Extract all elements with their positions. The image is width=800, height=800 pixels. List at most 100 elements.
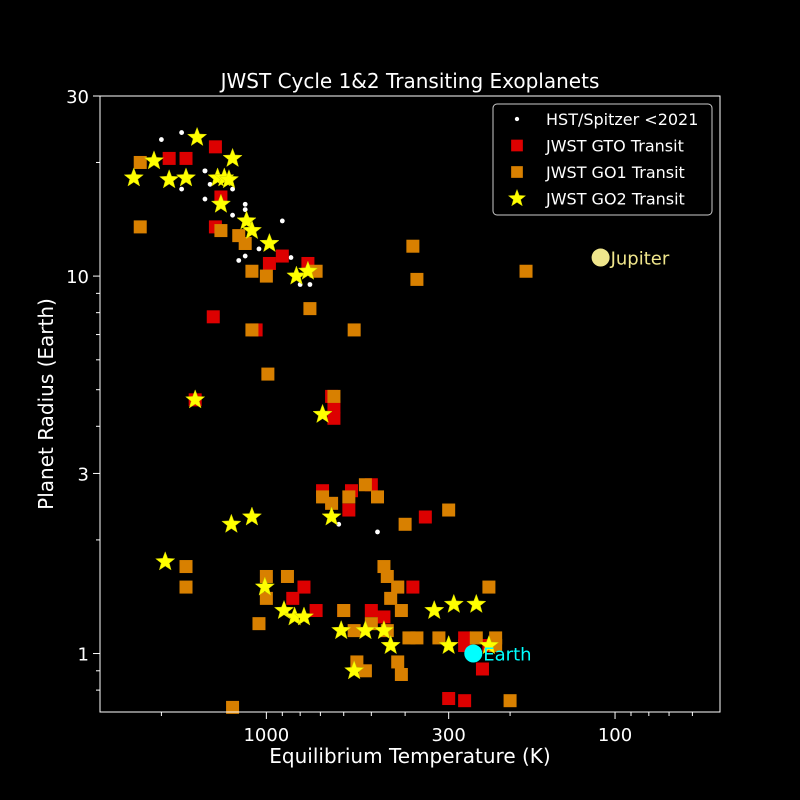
data-point <box>185 389 206 409</box>
data-point <box>443 593 464 614</box>
data-point <box>469 631 483 645</box>
data-point <box>384 591 398 605</box>
data-point <box>331 619 352 640</box>
data-point <box>259 232 280 253</box>
plot-area <box>123 126 533 714</box>
data-point <box>410 272 424 286</box>
y-tick-label: 30 <box>66 87 89 108</box>
series-3 <box>133 155 533 714</box>
data-point <box>208 140 222 154</box>
data-point <box>259 269 273 283</box>
data-point <box>342 490 356 504</box>
x-tick-label: 100 <box>598 725 632 746</box>
data-point <box>364 617 378 631</box>
data-point <box>432 631 446 645</box>
data-point <box>371 490 385 504</box>
data-point <box>179 560 193 574</box>
data-point <box>377 610 391 624</box>
data-point <box>252 617 266 631</box>
data-point <box>466 593 487 614</box>
y-tick-label: 10 <box>66 267 89 288</box>
data-point <box>230 212 235 218</box>
data-point <box>210 193 232 213</box>
data-point <box>375 529 380 535</box>
data-point <box>236 210 257 230</box>
data-point <box>377 560 391 574</box>
data-point <box>238 236 252 250</box>
data-point <box>327 389 341 403</box>
data-point <box>327 411 341 425</box>
data-point <box>241 506 263 526</box>
series-4 <box>123 126 500 680</box>
data-point <box>222 147 243 168</box>
data-point <box>307 282 313 287</box>
data-point <box>221 513 242 533</box>
data-point <box>458 694 472 708</box>
data-point <box>364 604 378 618</box>
data-point <box>519 264 533 278</box>
data-point <box>343 660 365 680</box>
data-point <box>226 700 240 714</box>
data-point <box>123 167 144 187</box>
data-point <box>380 634 401 655</box>
data-point <box>406 239 420 253</box>
data-point <box>158 137 164 142</box>
data-point <box>214 224 228 238</box>
y-tick-label: 1 <box>78 645 89 666</box>
data-point <box>133 220 147 234</box>
x-axis-label: Equilibrium Temperature (K) <box>269 744 550 768</box>
plot-frame <box>99 95 721 713</box>
data-point <box>218 169 240 189</box>
data-point <box>337 604 351 618</box>
data-point <box>133 155 147 169</box>
data-point <box>179 151 193 165</box>
data-point <box>162 151 176 165</box>
data-point <box>327 400 341 414</box>
data-point <box>442 503 456 517</box>
data-point <box>380 569 394 583</box>
data-point <box>279 218 285 224</box>
data-point <box>373 619 395 640</box>
y-tick-label: 3 <box>78 464 89 485</box>
legend-label: JWST GTO Transit <box>545 137 684 156</box>
data-point <box>259 569 273 583</box>
data-point <box>280 569 294 583</box>
legend-marker <box>511 166 523 178</box>
earth-marker <box>464 644 483 663</box>
data-point <box>256 246 262 252</box>
data-point <box>207 181 213 187</box>
data-point <box>262 256 276 270</box>
data-point <box>342 503 356 517</box>
data-point <box>438 634 459 655</box>
x-tick-label: 300 <box>431 725 465 746</box>
data-point <box>358 664 372 678</box>
data-point <box>312 403 333 424</box>
legend-marker <box>507 188 527 207</box>
data-point <box>259 591 273 605</box>
earth-label: Earth <box>483 645 531 666</box>
x-tick-label: 1000 <box>243 725 289 746</box>
data-point <box>261 367 275 381</box>
data-point <box>206 310 220 324</box>
data-point <box>230 186 235 192</box>
data-point <box>325 496 339 510</box>
data-point <box>275 249 289 263</box>
data-point <box>143 150 165 170</box>
data-point <box>179 130 185 135</box>
data-point <box>347 624 361 638</box>
data-point <box>241 219 263 240</box>
data-point <box>424 599 445 620</box>
legend-label: JWST GO2 Transit <box>545 190 685 209</box>
data-point <box>303 302 317 316</box>
data-point <box>347 323 361 337</box>
data-point <box>155 551 176 571</box>
data-point <box>418 510 432 524</box>
legend-marker <box>511 139 523 152</box>
legend-label: HST/Spitzer <2021 <box>546 110 698 129</box>
y-axis-label: Planet Radius (Earth) <box>34 298 58 510</box>
chart-title: JWST Cycle 1&2 Transiting Exoplanets <box>219 69 600 93</box>
data-point <box>158 169 180 189</box>
legend-marker <box>514 116 520 122</box>
data-point <box>297 580 311 594</box>
data-point <box>482 580 496 594</box>
